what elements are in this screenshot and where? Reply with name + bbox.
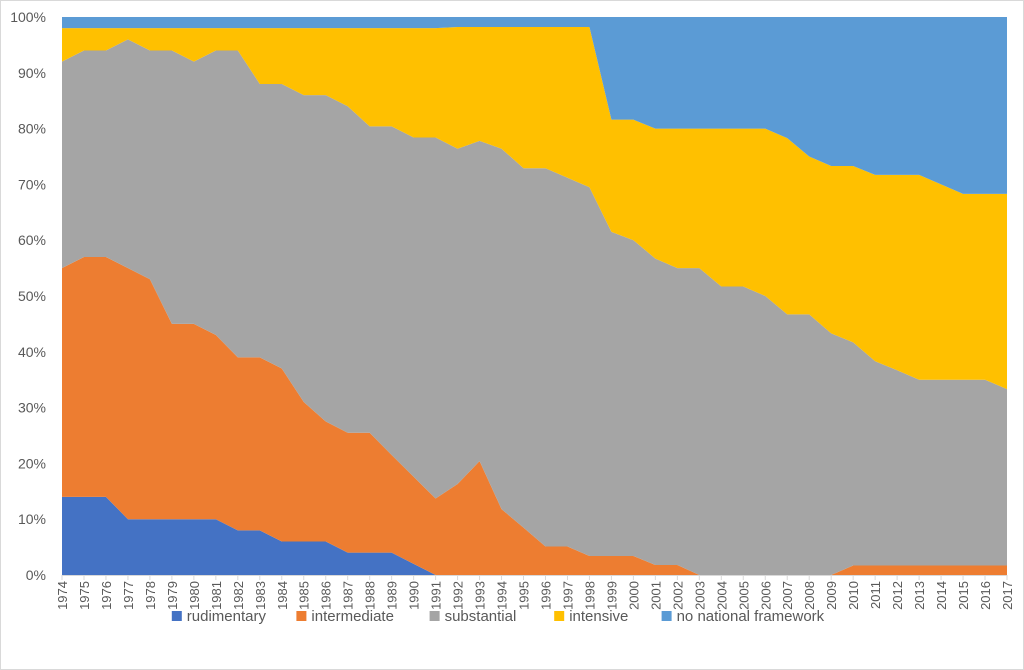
y-tick-label: 20% <box>18 455 46 471</box>
y-tick-label: 60% <box>18 232 46 248</box>
x-tick-label: 1975 <box>77 581 92 610</box>
x-tick-label: 1992 <box>451 581 466 610</box>
y-tick-label: 40% <box>18 344 46 360</box>
area-substantial <box>62 39 1007 575</box>
legend-swatch <box>171 611 182 621</box>
legend-swatch <box>296 611 307 621</box>
legend-label: intermediate <box>311 608 394 625</box>
y-tick-label: 30% <box>18 400 46 416</box>
x-tick-label: 1985 <box>297 581 312 610</box>
x-tick-label: 1990 <box>407 581 422 610</box>
x-tick-label: 1993 <box>473 581 488 610</box>
x-tick-label: 1995 <box>517 581 532 610</box>
legend-label: substantial <box>445 608 517 625</box>
legend-label: rudimentary <box>187 608 267 625</box>
x-tick-label: 1996 <box>538 581 553 610</box>
x-tick-label: 1979 <box>165 581 180 610</box>
x-tick-label: 2008 <box>802 581 817 610</box>
legend-label: no national framework <box>677 608 825 625</box>
x-tick-label: 1998 <box>582 581 597 610</box>
area-intensive <box>62 27 1007 390</box>
x-tick-label: 1981 <box>209 581 224 610</box>
x-tick-label: 2005 <box>736 581 751 610</box>
x-tick-label: 1980 <box>187 581 202 610</box>
legend-swatch <box>661 611 672 621</box>
x-tick-label: 2000 <box>626 581 641 610</box>
x-tick-label: 2016 <box>978 581 993 610</box>
x-tick-label: 1978 <box>143 581 158 610</box>
x-tick-label: 2011 <box>868 581 883 609</box>
x-tick-label: 2013 <box>912 581 927 610</box>
x-tick-label: 2004 <box>714 581 729 610</box>
x-tick-label: 1987 <box>341 581 356 610</box>
x-tick-label: 2009 <box>824 581 839 610</box>
legend: rudimentary intermediate substantial intens… <box>171 608 825 625</box>
legend-swatch <box>554 611 565 621</box>
area-intermediate <box>62 256 1007 575</box>
y-tick-label: 50% <box>18 288 46 304</box>
y-axis: 0% 10% 20% 30% 40% 50% 60% 70% 80% 90% 100% <box>10 9 46 583</box>
x-tick-label: 2017 <box>1000 581 1015 610</box>
x-tick-label: 1999 <box>604 581 619 610</box>
plot-area <box>62 17 1007 575</box>
x-tick-label: 2014 <box>934 581 949 610</box>
x-tick-label: 2010 <box>846 581 861 610</box>
y-tick-label: 100% <box>10 9 46 25</box>
x-tick-label: 1977 <box>121 581 136 610</box>
x-tick-label: 1986 <box>319 581 334 610</box>
y-tick-label: 0% <box>26 567 46 583</box>
x-tick-label: 2015 <box>956 581 971 610</box>
x-tick-label: 1982 <box>231 581 246 610</box>
x-tick-label: 2001 <box>648 581 663 610</box>
area-no-national-framework <box>62 17 1007 194</box>
x-tick-label: 1983 <box>253 581 268 610</box>
y-tick-label: 70% <box>18 176 46 192</box>
x-tick-label: 1974 <box>55 581 70 610</box>
x-tick-label: 1988 <box>363 581 378 610</box>
area-rudimentary <box>62 496 1007 575</box>
x-tick-label: 2003 <box>692 581 707 610</box>
x-tick-label: 1994 <box>495 581 510 610</box>
x-tick-label: 2002 <box>670 581 685 610</box>
x-axis: 1974 1975 1976 1977 1978 1979 1980 1981 1982 1983… <box>55 575 1015 610</box>
x-tick-label: 1991 <box>429 581 444 610</box>
legend-swatch <box>429 611 440 621</box>
y-tick-label: 80% <box>18 121 46 137</box>
y-tick-label: 10% <box>18 511 46 527</box>
x-tick-label: 2007 <box>780 581 795 610</box>
x-tick-label: 1984 <box>275 581 290 610</box>
x-tick-label: 2012 <box>890 581 905 610</box>
x-tick-label: 1976 <box>99 581 114 610</box>
legend-label: intensive <box>569 608 628 625</box>
x-tick-label: 2006 <box>758 581 773 610</box>
x-tick-label: 1997 <box>560 581 575 610</box>
x-tick-label: 1989 <box>385 581 400 610</box>
y-tick-label: 90% <box>18 65 46 81</box>
